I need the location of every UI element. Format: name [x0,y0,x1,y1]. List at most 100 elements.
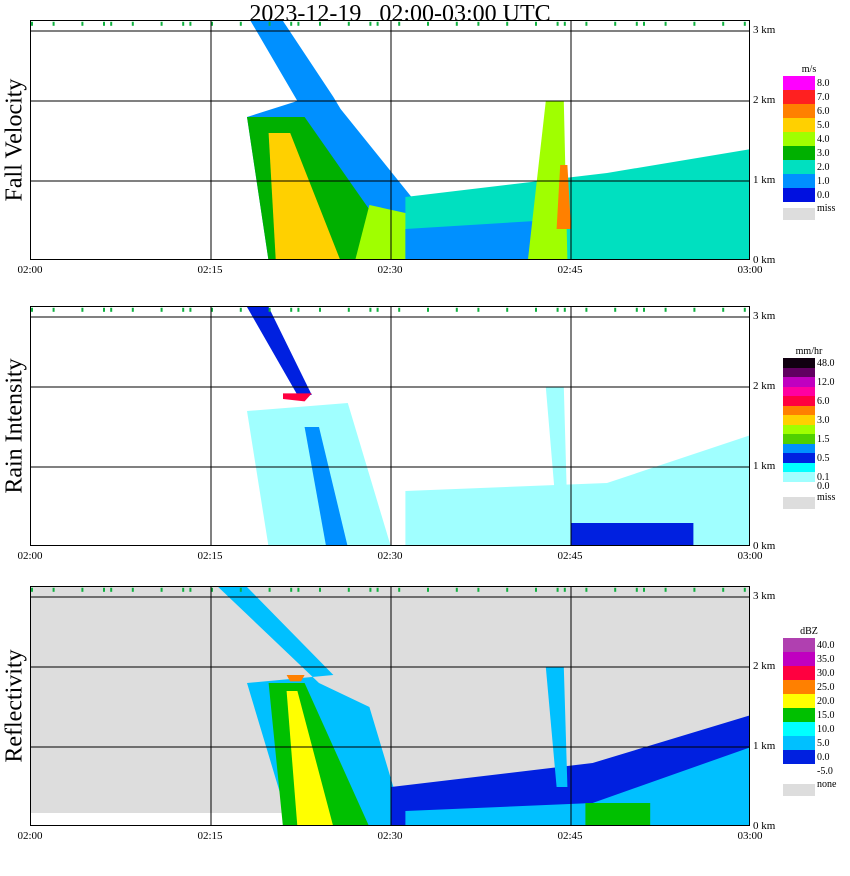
echo-speckle [103,307,105,312]
echo-speckle [52,307,55,312]
echo-speckle [319,307,321,312]
legend-unit: dBZ [800,626,818,637]
legend-label: 30.0 [817,668,835,679]
legend-swatch [783,424,815,434]
legend-label: 1.5 [817,433,830,445]
echo-speckle [506,587,509,592]
legend-label: 4.0 [817,134,830,145]
y-axis-label: Fall Velocity [0,20,30,260]
legend-swatch [783,666,815,680]
echo-speckle [211,21,213,26]
echo-speckle [556,307,559,312]
legend-label: 0.1 [817,471,830,483]
legend-swatch [783,434,815,444]
echo-speckle [635,587,638,592]
echo-speckle [585,587,588,592]
legend-swatch [783,708,815,722]
legend-label: 20.0 [817,696,835,707]
echo-speckle [376,21,379,26]
legend-label: 0.5 [817,452,830,464]
legend-label: 5.0 [817,120,830,131]
echo-speckle [239,307,242,312]
echo-speckle [31,307,33,312]
echo-speckle [693,587,696,592]
legend-label: 0.0 [817,752,830,763]
legend-swatch [783,764,815,778]
echo-speckle [535,587,537,592]
echo-speckle [347,587,350,592]
echo-speckle [182,307,185,312]
legend-label: miss [817,492,836,503]
echo-refl-core [286,691,333,825]
echo-speckle [477,587,480,592]
legend-swatch [783,358,815,368]
legend-label: 5.0 [817,738,830,749]
echo-speckle [268,587,271,592]
echo-speckle [268,307,271,312]
plot-area [30,586,750,826]
echo-speckle [563,21,566,26]
echo-speckle [477,307,480,312]
echo-speckle [110,307,113,312]
legend-swatch [783,680,815,694]
echo-speckle [635,21,638,26]
legend-label: 6.0 [817,106,830,117]
legend-label: 0.0 [817,190,830,201]
echo-speckle [506,21,509,26]
y-axis-label-text: Fall Velocity [1,78,28,202]
legend-label: 1.0 [817,176,830,187]
echo-speckle [211,307,213,312]
echo-speckle [182,587,185,592]
echo-speckle [31,21,33,26]
echo-speckle [455,307,458,312]
legend-swatch [783,694,815,708]
y-tick-label: 3 km [753,24,776,36]
echo-fall-low [405,221,549,259]
echo-speckle [535,307,537,312]
echo-speckle [556,587,559,592]
x-tick-label: 02:45 [557,550,583,562]
echo-rain-line [304,427,348,545]
echo-speckle [664,21,667,26]
echo-speckle [31,587,33,592]
legend-label: 40.0 [817,640,835,651]
echo-speckle [347,21,350,26]
echo-refl-inner [405,747,749,825]
y-tick-label: 2 km [753,660,776,672]
echo-speckle [110,21,113,26]
echo-speckle [131,307,134,312]
legend-swatch [783,472,815,482]
echo-speckle [643,21,645,26]
x-tick-label: 02:30 [377,550,403,562]
echo-speckle [722,587,725,592]
legend-label: 10.0 [817,724,835,735]
legend-swatch [783,132,815,146]
x-tick-label: 02:00 [17,550,43,562]
echo-speckle [369,21,372,26]
legend-swatch [783,146,815,160]
plot-area [30,306,750,546]
y-axis-label-text: Rain Intensity [1,358,28,494]
echo-speckle [268,21,271,26]
y-tick-label: 1 km [753,460,776,472]
echo-refl-clear [31,813,361,825]
plot-area [30,20,750,260]
echo-speckle [189,307,192,312]
echo-speckle [535,21,537,26]
legend-swatch [783,497,815,509]
legend-label: 0.0 [817,481,830,493]
chart-panel-1: Fall Velocity 3 km 2 km 1 km 0 km 02:00 02:15 0… [0,20,850,310]
echo-speckle [643,587,645,592]
legend-swatch [783,462,815,472]
legend-label: 12.0 [817,376,835,388]
echo-speckle [455,21,458,26]
legend-swatch [783,118,815,132]
echo-rain-streak [247,307,312,395]
legend-unit: m/s [801,64,817,75]
legend-swatch [783,453,815,463]
x-tick-label: 02:15 [197,550,223,562]
echo-speckle [160,307,163,312]
echo-speckle [319,587,321,592]
x-tick-label: 02:30 [377,830,403,842]
echo-speckle [643,307,645,312]
